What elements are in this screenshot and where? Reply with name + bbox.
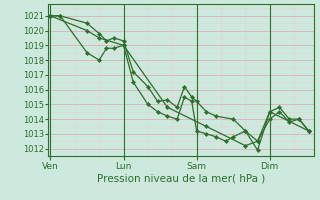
- X-axis label: Pression niveau de la mer( hPa ): Pression niveau de la mer( hPa ): [97, 173, 265, 183]
